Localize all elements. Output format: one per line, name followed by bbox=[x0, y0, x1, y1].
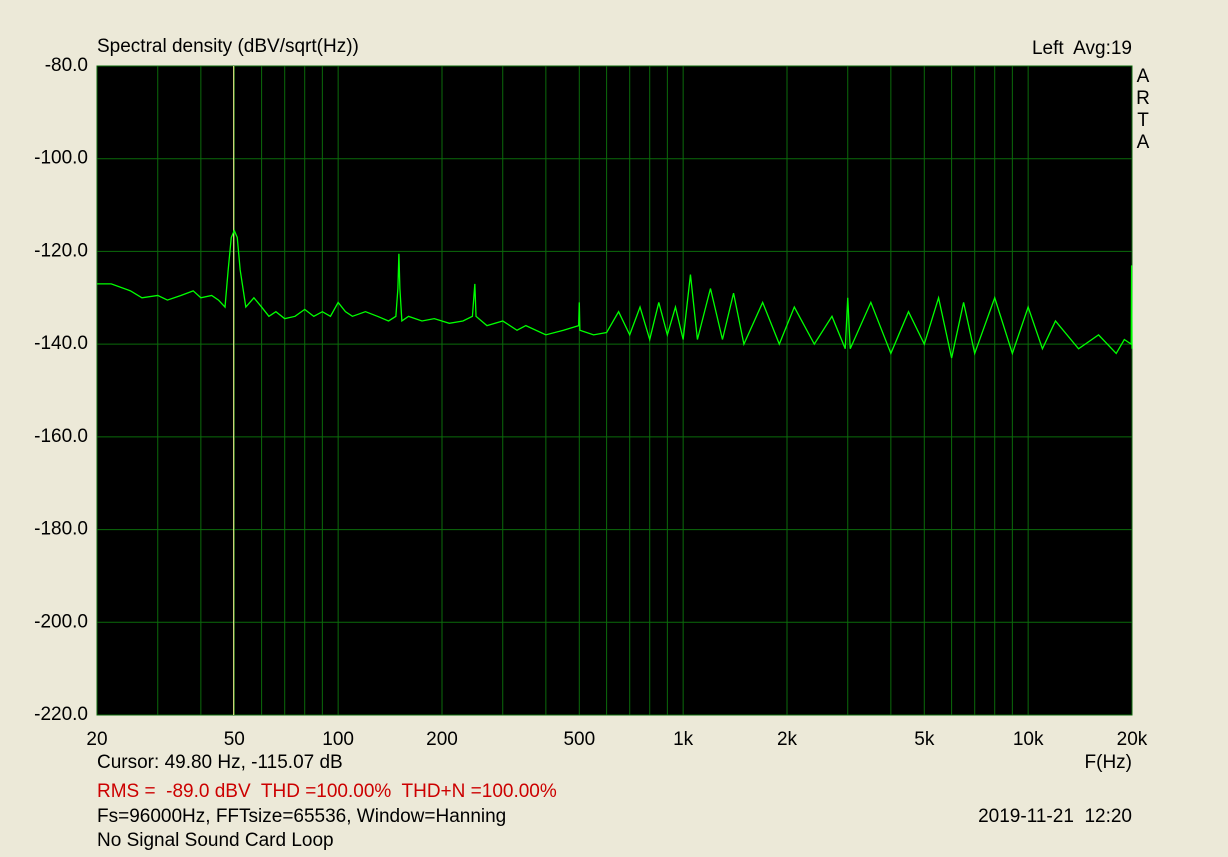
x-tick-label: 1k bbox=[673, 729, 694, 750]
x-tick-label: 2k bbox=[777, 729, 798, 750]
channel-label: Left Avg:19 bbox=[1032, 38, 1132, 59]
x-axis-label: F(Hz) bbox=[1085, 752, 1132, 773]
spectrum-line bbox=[97, 228, 1133, 359]
y-tick-label: -180.0 bbox=[34, 519, 88, 540]
note: No Signal Sound Card Loop bbox=[97, 830, 334, 851]
x-tick-label: 5k bbox=[914, 729, 935, 750]
plot-area bbox=[97, 66, 1132, 715]
measurements: RMS = -89.0 dBV THD =100.00% THD+N =100.… bbox=[97, 781, 557, 802]
x-tick-label: 20 bbox=[86, 729, 107, 750]
y-tick-label: -80.0 bbox=[45, 55, 88, 76]
x-tick-label: 200 bbox=[426, 729, 458, 750]
y-tick-label: -220.0 bbox=[34, 704, 88, 725]
y-tick-label: -120.0 bbox=[34, 240, 88, 261]
y-tick-label: -200.0 bbox=[34, 611, 88, 632]
x-tick-label: 500 bbox=[563, 729, 595, 750]
x-tick-label: 10k bbox=[1013, 729, 1044, 750]
plot-border bbox=[96, 65, 1133, 716]
x-tick-label: 50 bbox=[224, 729, 245, 750]
chart-title: Spectral density (dBV/sqrt(Hz)) bbox=[97, 36, 359, 57]
settings: Fs=96000Hz, FFTsize=65536, Window=Hannin… bbox=[97, 806, 506, 827]
x-tick-label: 100 bbox=[322, 729, 354, 750]
x-tick-label: 20k bbox=[1117, 729, 1148, 750]
y-tick-label: -100.0 bbox=[34, 148, 88, 169]
date: 2019-11-21 12:20 bbox=[978, 806, 1132, 827]
y-tick-label: -140.0 bbox=[34, 333, 88, 354]
y-tick-label: -160.0 bbox=[34, 426, 88, 447]
cursor-readout: Cursor: 49.80 Hz, -115.07 dB bbox=[97, 752, 343, 773]
